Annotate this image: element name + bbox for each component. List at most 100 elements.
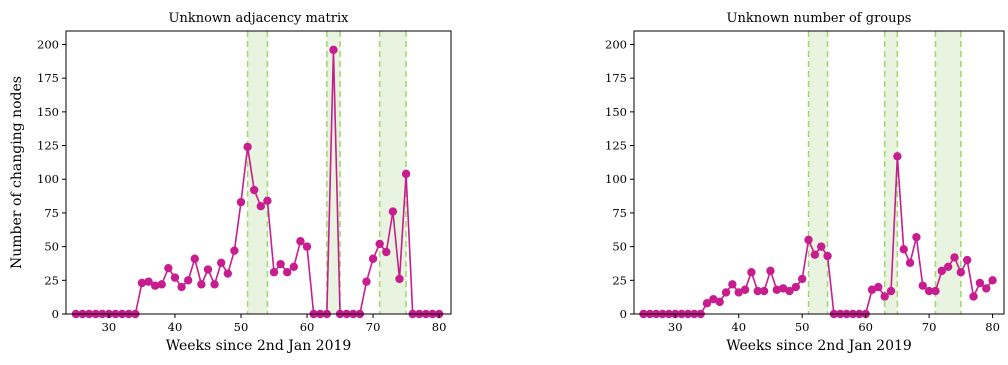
- x-axis-label: Weeks since 2nd Jan 2019: [726, 338, 912, 354]
- chart-panel-1: 30 40 50 60 70 80 0 25 50 75 100 125 150 175 200 Unknow…: [9, 11, 452, 354]
- x-tick-label: 60: [858, 320, 873, 334]
- x-tick-label: 30: [102, 320, 117, 334]
- data-point: [137, 278, 147, 288]
- data-point: [329, 45, 338, 55]
- y-tick-label: 75: [44, 206, 59, 220]
- data-point: [810, 250, 820, 259]
- y-tick-label: 75: [612, 206, 627, 220]
- data-point: [203, 265, 213, 274]
- data-point: [362, 277, 371, 286]
- x-axis-label: Weeks since 2nd Jan 2019: [166, 338, 352, 354]
- data-point: [721, 288, 731, 297]
- data-point: [982, 284, 991, 293]
- y-tick-label: 50: [612, 240, 627, 254]
- chart-title: Unknown number of groups: [727, 11, 912, 26]
- data-point: [772, 285, 781, 294]
- data-point: [912, 232, 921, 242]
- data-point: [283, 268, 292, 277]
- data-point: [183, 276, 193, 285]
- x-tick-label: 70: [366, 320, 381, 334]
- y-tick-label: 50: [44, 240, 59, 254]
- data-point: [269, 268, 279, 277]
- chart-title: Unknown adjacency matrix: [168, 11, 349, 26]
- x-tick-label: 70: [922, 320, 937, 334]
- data-point: [753, 286, 762, 296]
- data-point: [382, 247, 391, 257]
- data-point: [797, 274, 807, 284]
- data-point: [759, 286, 769, 296]
- y-axis-label: Number of changing nodes: [9, 76, 25, 269]
- y-tick-label: 125: [605, 139, 627, 153]
- data-point: [243, 142, 252, 152]
- y-tick-label: 200: [605, 37, 627, 51]
- data-point: [956, 268, 966, 277]
- data-point: [210, 280, 219, 289]
- axes-frame: [633, 30, 1005, 315]
- data-point: [962, 255, 972, 265]
- data-point: [975, 278, 985, 288]
- highlight-band: [884, 31, 898, 314]
- axes-frame: [65, 30, 452, 315]
- data-point: [216, 258, 226, 267]
- data-point: [785, 286, 794, 296]
- chart-panel-2: 30 40 50 60 70 80 0 25 50 75 100 125 150 175 200 Unknow…: [605, 11, 1005, 354]
- x-tick-label: 40: [731, 320, 746, 334]
- data-point: [867, 285, 877, 294]
- x-tick-label: 40: [168, 320, 183, 334]
- y-tick-label: 150: [605, 105, 627, 119]
- x-tick-label: 50: [234, 320, 249, 334]
- data-point: [164, 263, 173, 273]
- highlight-band: [379, 31, 407, 314]
- data-point: [874, 282, 883, 292]
- x-tick-label: 60: [300, 320, 315, 334]
- data-point: [778, 284, 788, 293]
- data-point: [880, 292, 889, 301]
- highlight-band: [247, 31, 268, 314]
- y-tick-label: 175: [605, 71, 627, 85]
- data-point: [388, 207, 398, 216]
- y-tick-label: 125: [37, 139, 59, 153]
- data-point: [747, 268, 756, 277]
- data-point: [766, 266, 775, 276]
- data-point: [823, 251, 832, 261]
- data-point: [230, 246, 239, 255]
- data-point: [715, 297, 724, 307]
- data-point: [170, 273, 180, 282]
- data-point: [302, 242, 312, 251]
- data-point: [263, 196, 272, 205]
- data-point: [969, 292, 978, 301]
- data-point: [150, 281, 160, 290]
- data-point: [401, 169, 411, 179]
- y-tick-label: 100: [37, 172, 59, 186]
- data-point: [817, 242, 826, 251]
- data-point: [740, 285, 750, 294]
- data-point: [905, 258, 915, 267]
- data-point: [223, 269, 232, 278]
- data-point: [197, 280, 206, 289]
- highlight-band: [326, 31, 341, 314]
- data-point: [931, 286, 940, 296]
- data-point: [937, 266, 947, 276]
- data-point: [368, 254, 378, 263]
- data-point: [728, 280, 737, 289]
- data-point: [924, 286, 934, 296]
- data-point: [950, 253, 959, 262]
- data-point: [893, 152, 902, 161]
- data-point: [804, 235, 813, 245]
- data-point: [702, 299, 712, 308]
- data-point: [157, 280, 166, 289]
- data-point: [709, 294, 718, 304]
- y-tick-label: 0: [620, 307, 627, 321]
- y-tick-label: 25: [612, 273, 627, 287]
- data-point: [276, 259, 285, 269]
- data-point: [791, 282, 801, 292]
- data-point: [734, 288, 743, 297]
- x-tick-label: 50: [795, 320, 810, 334]
- data-point: [250, 185, 259, 195]
- data-point: [144, 277, 153, 286]
- highlight-band: [808, 31, 828, 314]
- data-point: [988, 276, 997, 285]
- data-point: [886, 286, 896, 296]
- data-point: [899, 245, 908, 254]
